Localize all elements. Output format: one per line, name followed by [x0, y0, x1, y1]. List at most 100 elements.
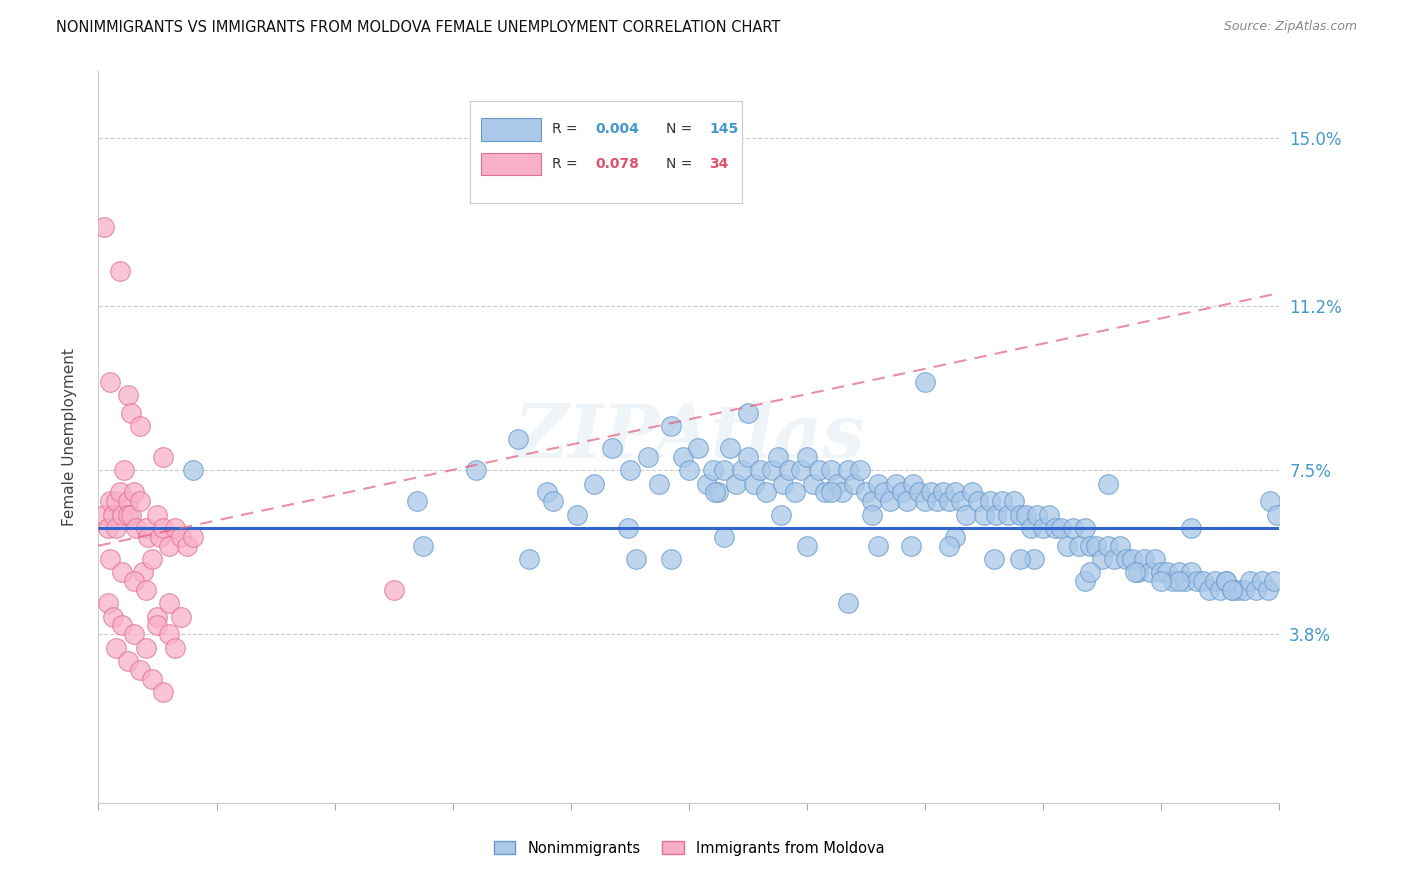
Point: [152, 521, 174, 535]
Point: [181, 530, 204, 544]
Point: [849, 463, 872, 477]
Point: [1139, 566, 1161, 580]
Point: [973, 508, 995, 522]
Point: [855, 485, 877, 500]
Point: [1150, 574, 1173, 589]
Point: [122, 485, 145, 500]
Point: [755, 485, 778, 500]
Point: [860, 508, 883, 522]
Point: [1102, 552, 1125, 566]
Point: [785, 485, 807, 500]
Point: [997, 508, 1019, 522]
Point: [1198, 582, 1220, 597]
Point: [1257, 582, 1279, 597]
Point: [128, 494, 150, 508]
Point: [796, 450, 818, 464]
Point: [696, 476, 718, 491]
Point: [135, 521, 157, 535]
Point: [790, 463, 813, 477]
Point: [1174, 574, 1197, 589]
Point: [1002, 494, 1025, 508]
Legend: Nonimmigrants, Immigrants from Moldova: Nonimmigrants, Immigrants from Moldova: [488, 835, 890, 862]
Point: [979, 494, 1001, 508]
Point: [801, 476, 824, 491]
Point: [616, 521, 638, 535]
Point: [583, 476, 606, 491]
Point: [659, 552, 682, 566]
Point: [1115, 552, 1137, 566]
Text: Source: ZipAtlas.com: Source: ZipAtlas.com: [1223, 20, 1357, 33]
Point: [536, 485, 558, 500]
Point: [648, 476, 671, 491]
Point: [938, 539, 960, 553]
Point: [955, 508, 977, 522]
Point: [141, 672, 163, 686]
Point: [983, 552, 1005, 566]
Point: [121, 508, 143, 522]
Point: [1263, 574, 1285, 589]
Point: [908, 485, 931, 500]
Point: [925, 494, 948, 508]
Point: [1008, 552, 1031, 566]
Point: [181, 463, 204, 477]
Point: [991, 494, 1014, 508]
Point: [98, 552, 121, 566]
Point: [1080, 539, 1102, 553]
Point: [860, 494, 883, 508]
Point: [932, 485, 955, 500]
Point: [108, 264, 131, 278]
Point: [1250, 574, 1272, 589]
Point: [122, 627, 145, 641]
Point: [541, 494, 564, 508]
Point: [1168, 566, 1191, 580]
Point: [796, 539, 818, 553]
Point: [737, 450, 759, 464]
Point: [165, 640, 187, 655]
Point: [1180, 521, 1202, 535]
Point: [938, 494, 960, 508]
Point: [866, 539, 889, 553]
Point: [1097, 476, 1119, 491]
Point: [101, 609, 124, 624]
Point: [1144, 552, 1167, 566]
Point: [157, 539, 180, 553]
Point: [152, 685, 174, 699]
Point: [866, 476, 889, 491]
Point: [1227, 582, 1250, 597]
Point: [146, 618, 169, 632]
Point: [1168, 574, 1191, 589]
Point: [146, 508, 169, 522]
Point: [1022, 552, 1045, 566]
Point: [1126, 566, 1149, 580]
Point: [1185, 574, 1208, 589]
Point: [93, 219, 115, 234]
Point: [1239, 574, 1261, 589]
Point: [149, 530, 172, 544]
Point: [112, 463, 135, 477]
Point: [1080, 566, 1102, 580]
Point: [412, 539, 434, 553]
Point: [778, 463, 800, 477]
Point: [703, 485, 725, 500]
Point: [1215, 574, 1237, 589]
Point: [920, 485, 942, 500]
Point: [117, 388, 139, 402]
Point: [465, 463, 488, 477]
Point: [105, 521, 128, 535]
Point: [152, 450, 174, 464]
Point: [873, 485, 896, 500]
Point: [1191, 574, 1213, 589]
Point: [1097, 539, 1119, 553]
Point: [105, 640, 128, 655]
Point: [814, 485, 837, 500]
Point: [105, 494, 128, 508]
Point: [879, 494, 901, 508]
Point: [1220, 582, 1243, 597]
Point: [967, 494, 990, 508]
Point: [737, 406, 759, 420]
Point: [820, 485, 842, 500]
Point: [146, 609, 169, 624]
Point: [125, 521, 148, 535]
Point: [121, 406, 143, 420]
Point: [1032, 521, 1054, 535]
